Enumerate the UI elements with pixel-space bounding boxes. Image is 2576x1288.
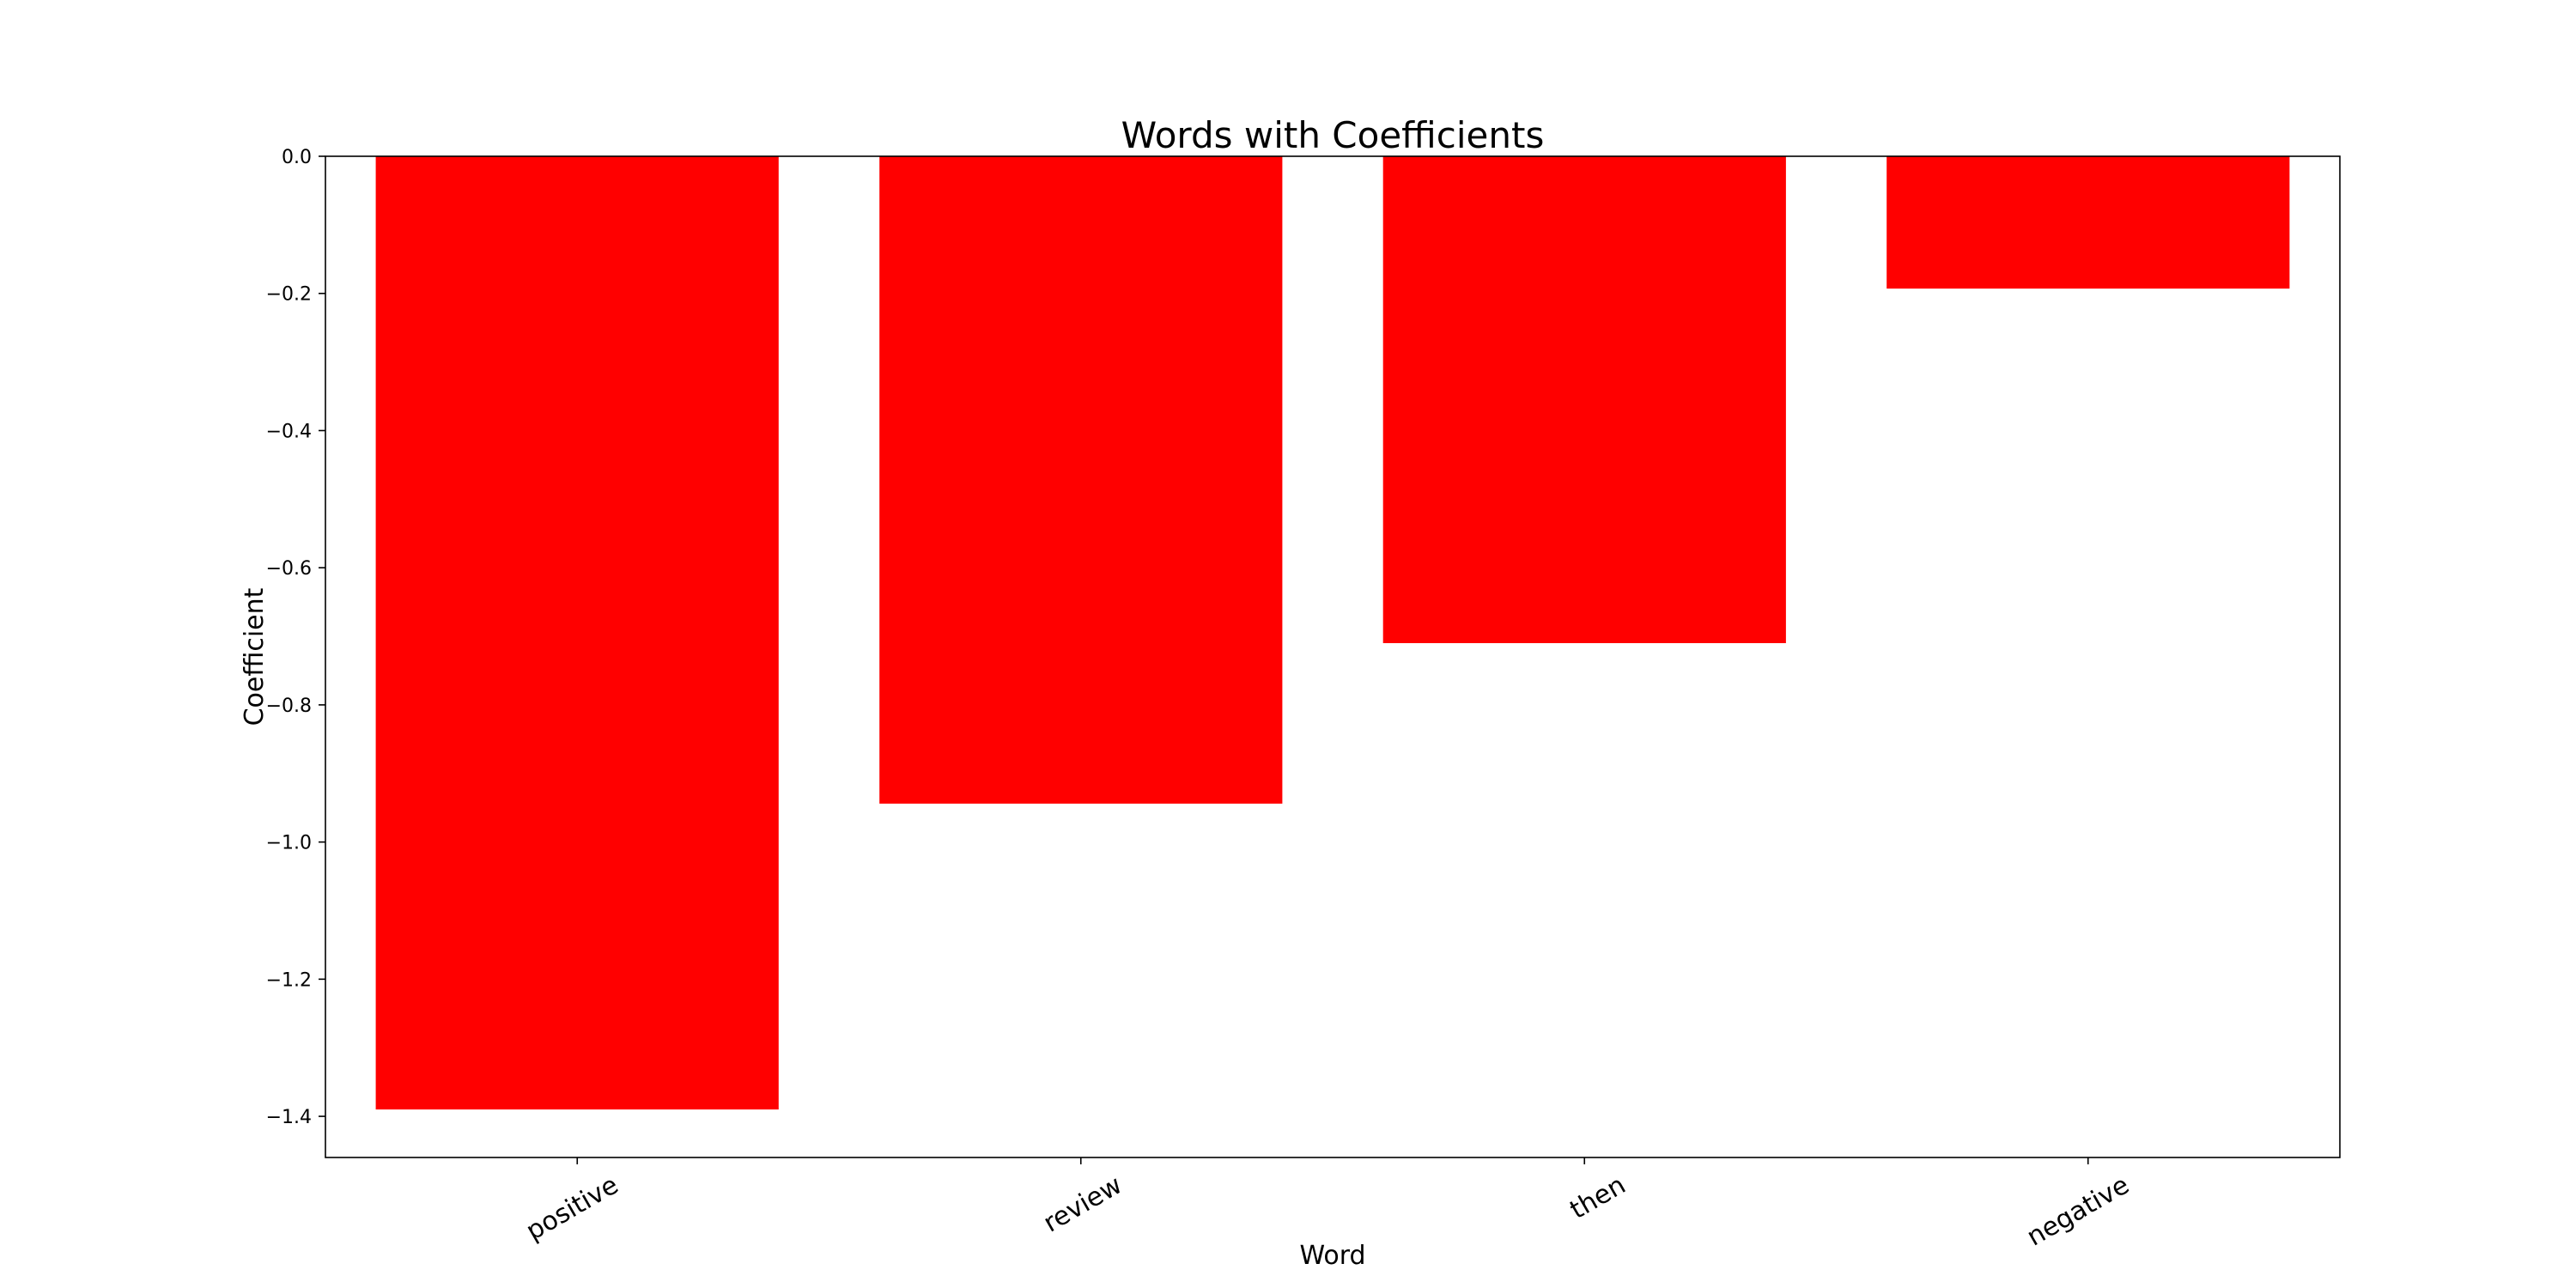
- y-axis-ticks: 0.0 −0.2 −0.4 −0.6 −0.8 −1.0 −1.2 −1.4: [266, 147, 325, 1128]
- y-tick-label: −0.8: [266, 696, 312, 717]
- bars-layer: [375, 156, 2290, 1110]
- bar-negative: [1886, 156, 2290, 289]
- bar-review: [879, 156, 1283, 804]
- y-tick-label: −1.0: [266, 833, 312, 854]
- y-tick-label: −0.4: [266, 421, 312, 442]
- y-tick-label: −0.6: [266, 558, 312, 580]
- y-tick-label: −1.2: [266, 969, 312, 991]
- plot-area-frame: [325, 155, 2341, 1158]
- bar-positive: [375, 156, 779, 1110]
- y-tick-label: 0.0: [282, 147, 312, 168]
- y-tick-label: −1.4: [266, 1107, 312, 1128]
- y-axis-label: Coefficient: [240, 587, 270, 726]
- y-tick-label: −0.2: [266, 284, 312, 306]
- x-axis-label: Word: [1299, 1241, 1365, 1271]
- chart-title: Words with Coefficients: [1121, 114, 1545, 156]
- bar-then: [1382, 156, 1786, 643]
